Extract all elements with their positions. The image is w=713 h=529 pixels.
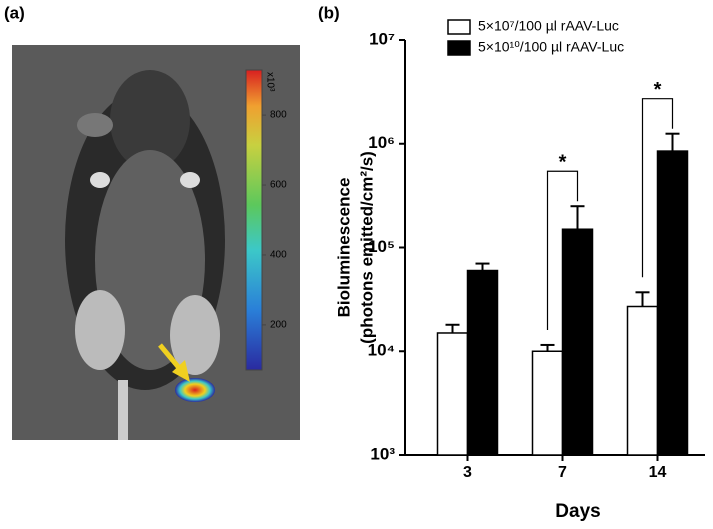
bar [626, 305, 659, 456]
legend-label: 5×10¹⁰/100 µl rAAV-Luc [478, 39, 624, 55]
y-tick-label: 10³ [370, 444, 395, 463]
significance-star: * [559, 151, 567, 173]
x-axis-label: Days [555, 501, 600, 522]
x-tick-label: 7 [558, 464, 567, 481]
y-tick-label: 10⁵ [368, 237, 395, 256]
colorbar-tick-label: 400 [270, 250, 287, 261]
bar [561, 228, 594, 456]
colorbar-tick-label: 200 [270, 320, 287, 331]
panel-label: (a) [4, 3, 25, 22]
colorbar-tick-label: 800 [270, 110, 287, 121]
significance-bracket [641, 98, 674, 278]
legend-label: 5×10⁷/100 µl rAAV-Luc [478, 18, 619, 34]
legend-swatch [447, 19, 471, 35]
x-tick-label: 14 [649, 464, 667, 481]
y-axis-label: Bioluminescence [334, 178, 353, 318]
mouse-photo [12, 45, 300, 440]
bar [531, 350, 564, 456]
y-axis-label: (photons emitted/cm²/s) [357, 151, 376, 344]
legend-swatch [447, 40, 471, 56]
panel-label: (b) [318, 3, 340, 22]
y-tick-label: 10⁷ [369, 29, 395, 48]
colorbar-tick-label: 600 [270, 180, 287, 191]
y-tick-label: 10⁶ [368, 133, 395, 152]
x-tick-label: 3 [463, 464, 472, 481]
bar [656, 150, 689, 456]
significance-bracket [546, 170, 579, 330]
significance-star: * [654, 79, 662, 101]
colorbar-unit: x10³ [264, 72, 275, 92]
bar [436, 332, 469, 456]
bar [466, 269, 499, 456]
y-tick-label: 10⁴ [368, 341, 395, 360]
